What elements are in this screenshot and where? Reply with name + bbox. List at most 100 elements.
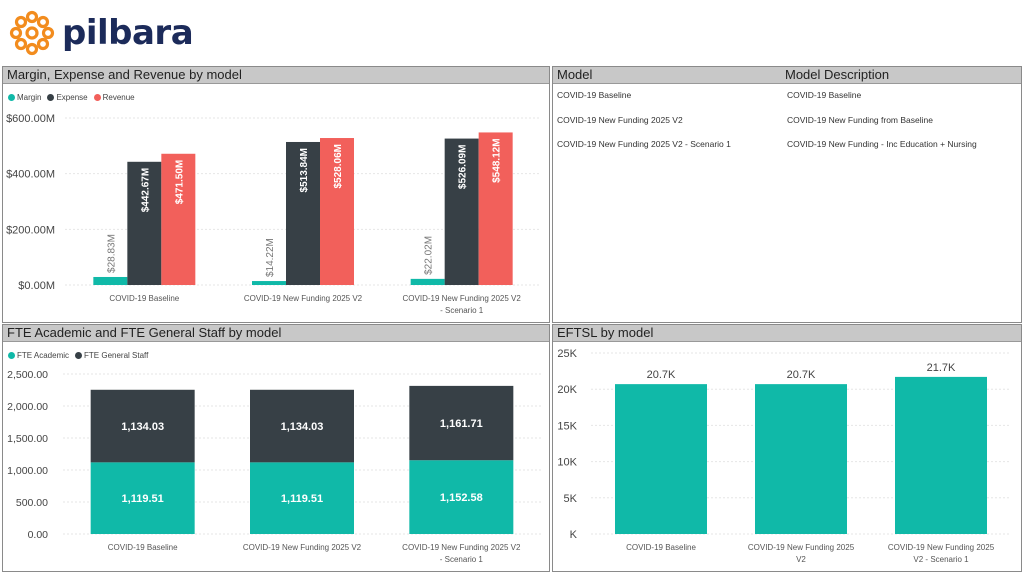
legend-swatch [93,94,101,101]
eftsl-panel: EFTSL by model K 5K 10K 15K 20K 25K 20.7K COVID… [552,324,1022,572]
chart-legend: Margin Expense Revenue [8,93,139,102]
bar-expense [286,141,320,285]
y-tick-label: $0.00M [18,280,55,292]
fte-stacked-bar-chart: 0.00 500.00 1,000.00 1,500.00 2,000.00 2,500.… [7,369,541,564]
legend-swatch [47,94,55,101]
bar-revenue [478,132,513,285]
model-cell: COVID-19 Baseline [557,90,632,100]
data-label: $14.22M [265,238,276,277]
x-tick-label: COVID-19 New Funding 2025 [748,543,855,552]
y-tick-label: $600.00M [6,113,55,125]
fte-panel: FTE Academic and FTE General Staff by mo… [2,324,550,572]
bar-revenue [320,138,354,285]
data-label: 1,161.71 [440,418,483,430]
bar-eftsl [615,384,707,534]
x-tick-label: V2 [796,555,806,564]
data-label: 1,134.03 [121,421,164,433]
data-label: $528.06M [333,144,344,188]
data-label: $22.02M [424,236,435,275]
data-label: $548.12M [492,138,503,182]
x-tick-label: COVID-19 Baseline [108,543,178,552]
eftsl-bar-chart: K 5K 10K 15K 20K 25K 20.7K COVID-19 Baseline 20.… [557,348,1011,564]
x-tick-label: COVID-19 New Funding 2025 V2 [243,543,362,552]
bar-margin [410,278,445,285]
legend-label: FTE General Staff [84,351,149,360]
column-header-model[interactable]: Model [557,67,593,82]
bar-eftsl [895,376,987,534]
pilbara-logo-icon [9,10,55,56]
data-label: 21.7K [927,362,956,374]
description-cell: COVID-19 New Funding - Inc Education + N… [787,139,977,149]
y-tick-label: 2,000.00 [7,401,48,413]
brand-name: pilbara [62,13,194,53]
x-tick-label: COVID-19 New Funding 2025 V2 [403,294,522,303]
data-label: 1,119.51 [122,493,164,505]
bar-expense [444,138,479,285]
data-label: 20.7K [647,369,676,381]
y-tick-label: $200.00M [6,224,55,236]
y-tick-label: 15K [557,420,577,432]
margin-expense-revenue-panel: Margin, Expense and Revenue by model Mar… [2,66,550,323]
x-tick-label: COVID-19 Baseline [626,543,696,552]
legend-label: FTE Academic [17,351,70,360]
data-label: $513.84M [299,148,310,192]
bar-segment [409,460,514,534]
model-cell: COVID-19 New Funding 2025 V2 - Scenario … [557,139,731,149]
data-label: 1,119.51 [281,493,323,505]
data-label: 1,134.03 [281,421,324,433]
y-tick-label: K [570,529,578,541]
x-tick-label: COVID-19 New Funding 2025 V2 [402,543,521,552]
data-label: 1,152.58 [440,492,483,504]
bar-eftsl [755,384,847,534]
y-tick-label: 5K [564,493,578,505]
data-label: $526.09M [458,145,469,189]
brand-logo: pilbara [8,6,194,60]
y-tick-label: 1,000.00 [7,465,48,477]
column-header-description[interactable]: Model Description [785,67,890,82]
x-tick-label: COVID-19 New Funding 2025 V2 [244,294,363,303]
model-table-panel: Model Model Description COVID-19 Baselin… [552,66,1022,323]
margin-bar-chart: $0.00M $200.00M $400.00M $600.00M $28.83M $44… [6,113,541,315]
x-tick-label: - Scenario 1 [440,555,484,564]
legend-item[interactable]: FTE General Staff [75,351,148,360]
table-header: Model Model Description [553,67,1021,84]
model-cell: COVID-19 New Funding 2025 V2 [557,115,683,125]
legend-item[interactable]: Margin [8,93,41,102]
y-tick-label: 1,500.00 [7,433,48,445]
bar-expense [127,161,162,285]
bar-segment [90,462,195,534]
data-label: $471.50M [174,160,185,204]
legend-swatch [8,352,15,359]
bar-segment [250,389,354,463]
x-tick-label: COVID-19 Baseline [109,294,179,303]
y-tick-label: 0.00 [28,529,49,541]
y-tick-label: $400.00M [6,169,55,181]
y-tick-label: 25K [557,348,577,360]
y-tick-label: 10K [557,457,577,469]
data-label: $28.83M [106,234,117,273]
bar-margin [93,276,128,285]
legend-swatch [8,94,15,101]
bar-revenue [161,153,196,285]
legend-label: Margin [17,93,42,102]
legend-item[interactable]: Revenue [93,93,135,102]
bar-segment [409,385,514,461]
description-cell: COVID-19 New Funding from Baseline [787,115,933,125]
data-label: $442.67M [140,168,151,212]
legend-label: Expense [56,93,88,102]
bar-segment [250,462,354,534]
bar-margin [252,281,286,285]
legend-label: Revenue [102,93,135,102]
bar-segment [90,389,195,463]
legend-item[interactable]: Expense [47,93,88,102]
x-tick-label: V2 - Scenario 1 [913,555,969,564]
data-label: 20.7K [787,369,816,381]
y-tick-label: 20K [557,384,577,396]
x-tick-label: - Scenario 1 [440,306,484,315]
chart-legend: FTE Academic FTE General Staff [8,351,152,360]
y-tick-label: 2,500.00 [7,369,48,381]
panel-title: Margin, Expense and Revenue by model [3,67,549,84]
legend-item[interactable]: FTE Academic [8,351,69,360]
description-cell: COVID-19 Baseline [787,90,862,100]
x-tick-label: COVID-19 New Funding 2025 [888,543,995,552]
